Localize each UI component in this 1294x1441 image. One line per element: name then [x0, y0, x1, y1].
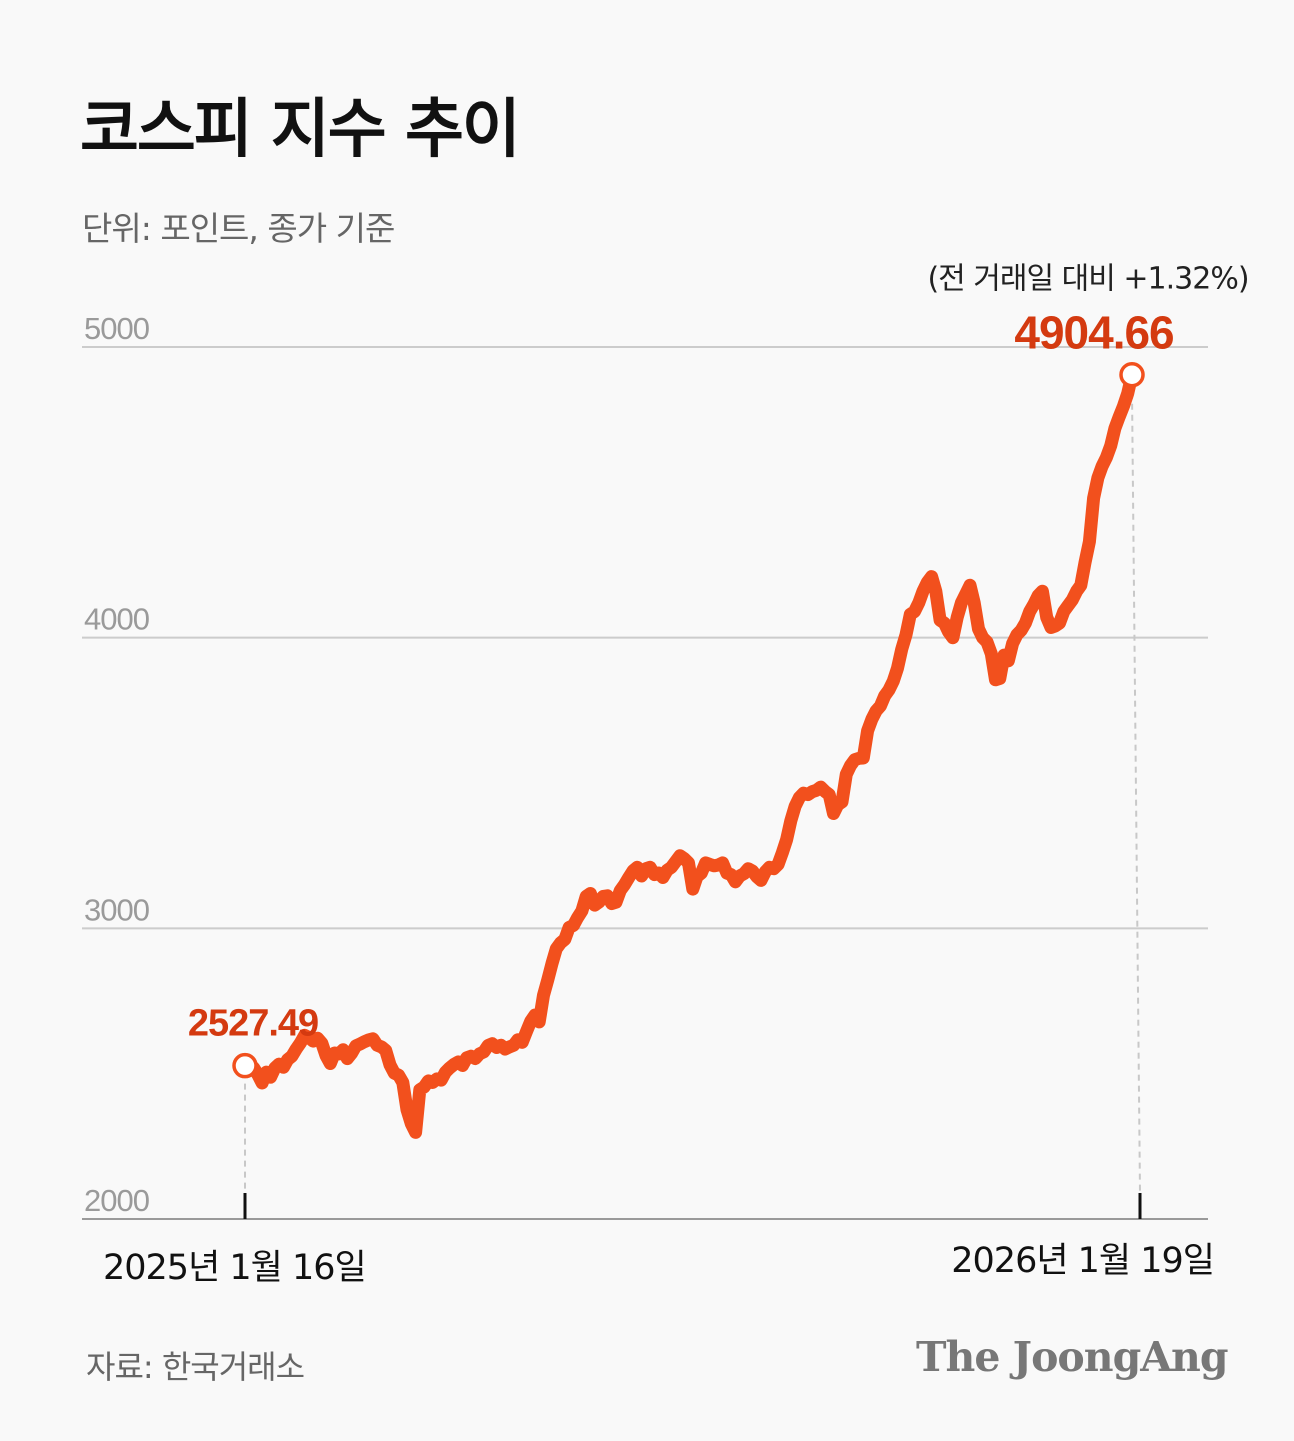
kospi-series-line: [238, 368, 1139, 1139]
y-tick-label-4000: 4000: [84, 602, 150, 637]
grid-lines: [82, 346, 1208, 930]
source-note: 자료: 한국거래소: [86, 1348, 305, 1386]
start-value-label: 2527.49: [188, 1003, 318, 1045]
y-tick-label-3000: 3000: [84, 892, 150, 927]
x-end-label: 2026년 1월 19일: [951, 1241, 1214, 1281]
x-start-label: 2025년 1월 16일: [103, 1248, 366, 1288]
y-tick-label-5000: 5000: [84, 311, 150, 346]
y-axis-ticks: 5000 4000 3000 2000: [84, 311, 151, 1218]
end-value-label: 4904.66: [1014, 307, 1173, 359]
unit-note: 단위: 포인트, 종가 기준: [82, 209, 395, 248]
guide-lines: [243, 392, 1142, 1219]
end-guide-line: [1131, 392, 1141, 1194]
end-point-marker: [1119, 361, 1145, 388]
y-tick-label-2000: 2000: [84, 1183, 150, 1218]
chart-title: 코스피 지수 추이: [80, 93, 521, 167]
end-change-label: (전 거래일 대비 +1.32%): [927, 262, 1248, 297]
start-point-marker: [232, 1052, 258, 1079]
series-layer: [232, 361, 1145, 1139]
brand-logo: The JoongAng: [916, 1333, 1229, 1381]
value-labels: 2527.49 4904.66 (전 거래일 대비 +1.32%) 2025년 …: [103, 262, 1250, 1288]
